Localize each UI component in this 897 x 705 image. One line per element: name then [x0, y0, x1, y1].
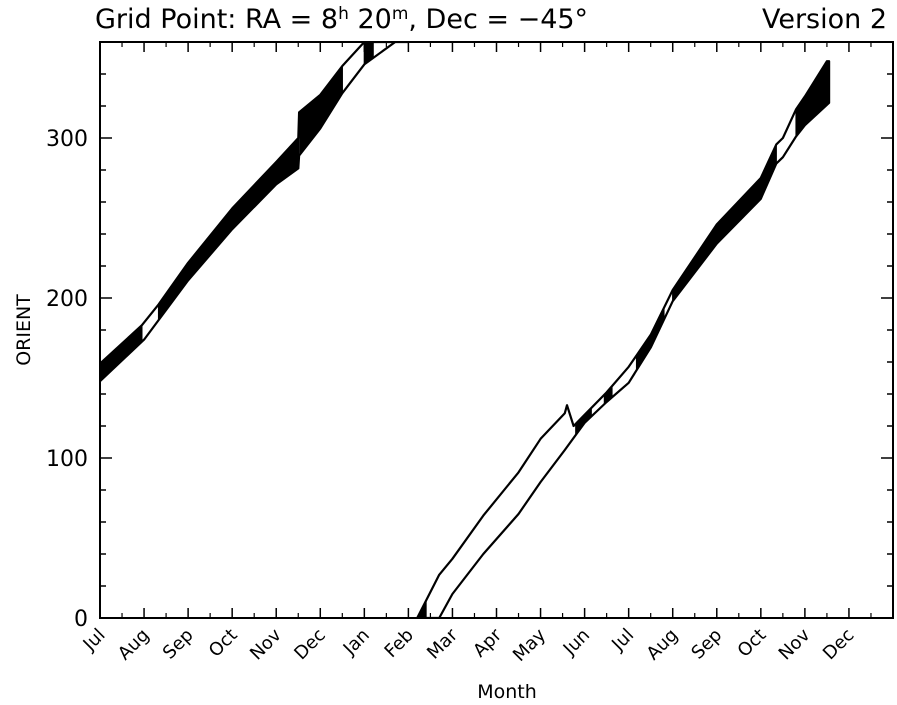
x-tick-label: Dec [290, 625, 329, 664]
y-tick-label: 200 [46, 287, 88, 312]
orient-band [100, 42, 410, 383]
x-tick-label: Mar [423, 624, 462, 663]
y-tick-labels: 0 100 200 300 [46, 127, 88, 632]
x-tick-label: Aug [114, 625, 154, 665]
chart-title: Grid Point: RA = 8h 20m, Dec = −45° [95, 0, 588, 43]
y-tick-label: 0 [74, 607, 88, 632]
filled-segment [604, 61, 612, 618]
filled-segment [418, 61, 427, 618]
x-tick-label: Jun [559, 625, 594, 660]
x-tick-label: May [509, 624, 550, 665]
x-tick-label: Nov [775, 624, 815, 664]
x-tick-label: Jan [339, 625, 374, 660]
x-tick-label: Oct [205, 625, 242, 662]
x-tick-label: Aug [643, 625, 683, 665]
filled-segment [575, 61, 592, 618]
x-tick-label: Nov [246, 624, 286, 664]
y-tick-label: 100 [46, 447, 88, 472]
x-tick-label: Feb [381, 625, 418, 662]
filled-segment [672, 61, 777, 618]
title-ra-hours: 8 [320, 4, 339, 35]
x-tick-label: Sep [687, 625, 726, 664]
title-ra-minutes-unit: m [391, 4, 409, 24]
y-axis-label: ORIENT [13, 294, 35, 366]
x-tick-label: Apr [469, 624, 506, 661]
axis-ticks [99, 41, 894, 619]
title-ra-minutes: 20 [348, 4, 392, 35]
title-prefix: Grid Point: RA = [95, 4, 321, 35]
x-tick-label: Jul [607, 625, 638, 656]
orient-band [416, 60, 831, 618]
x-tick-labels: Jul Aug Sep Oct Nov Dec Jan Feb Mar Apr May Jun Jul A… [79, 624, 859, 666]
title-dec: , Dec = −45° [408, 4, 589, 35]
x-tick-label: Oct [734, 625, 771, 662]
version-label: Version 2 [761, 4, 887, 35]
x-tick-label: Dec [819, 625, 858, 664]
plot-frame [99, 41, 894, 619]
x-tick-label: Sep [159, 625, 198, 664]
filled-segment [158, 42, 300, 382]
title-ra-hours-unit: h [338, 4, 349, 24]
bands-layer [100, 42, 831, 618]
y-tick-label: 300 [46, 127, 88, 152]
x-axis-label: Month [477, 681, 537, 703]
filled-segment [364, 42, 374, 382]
